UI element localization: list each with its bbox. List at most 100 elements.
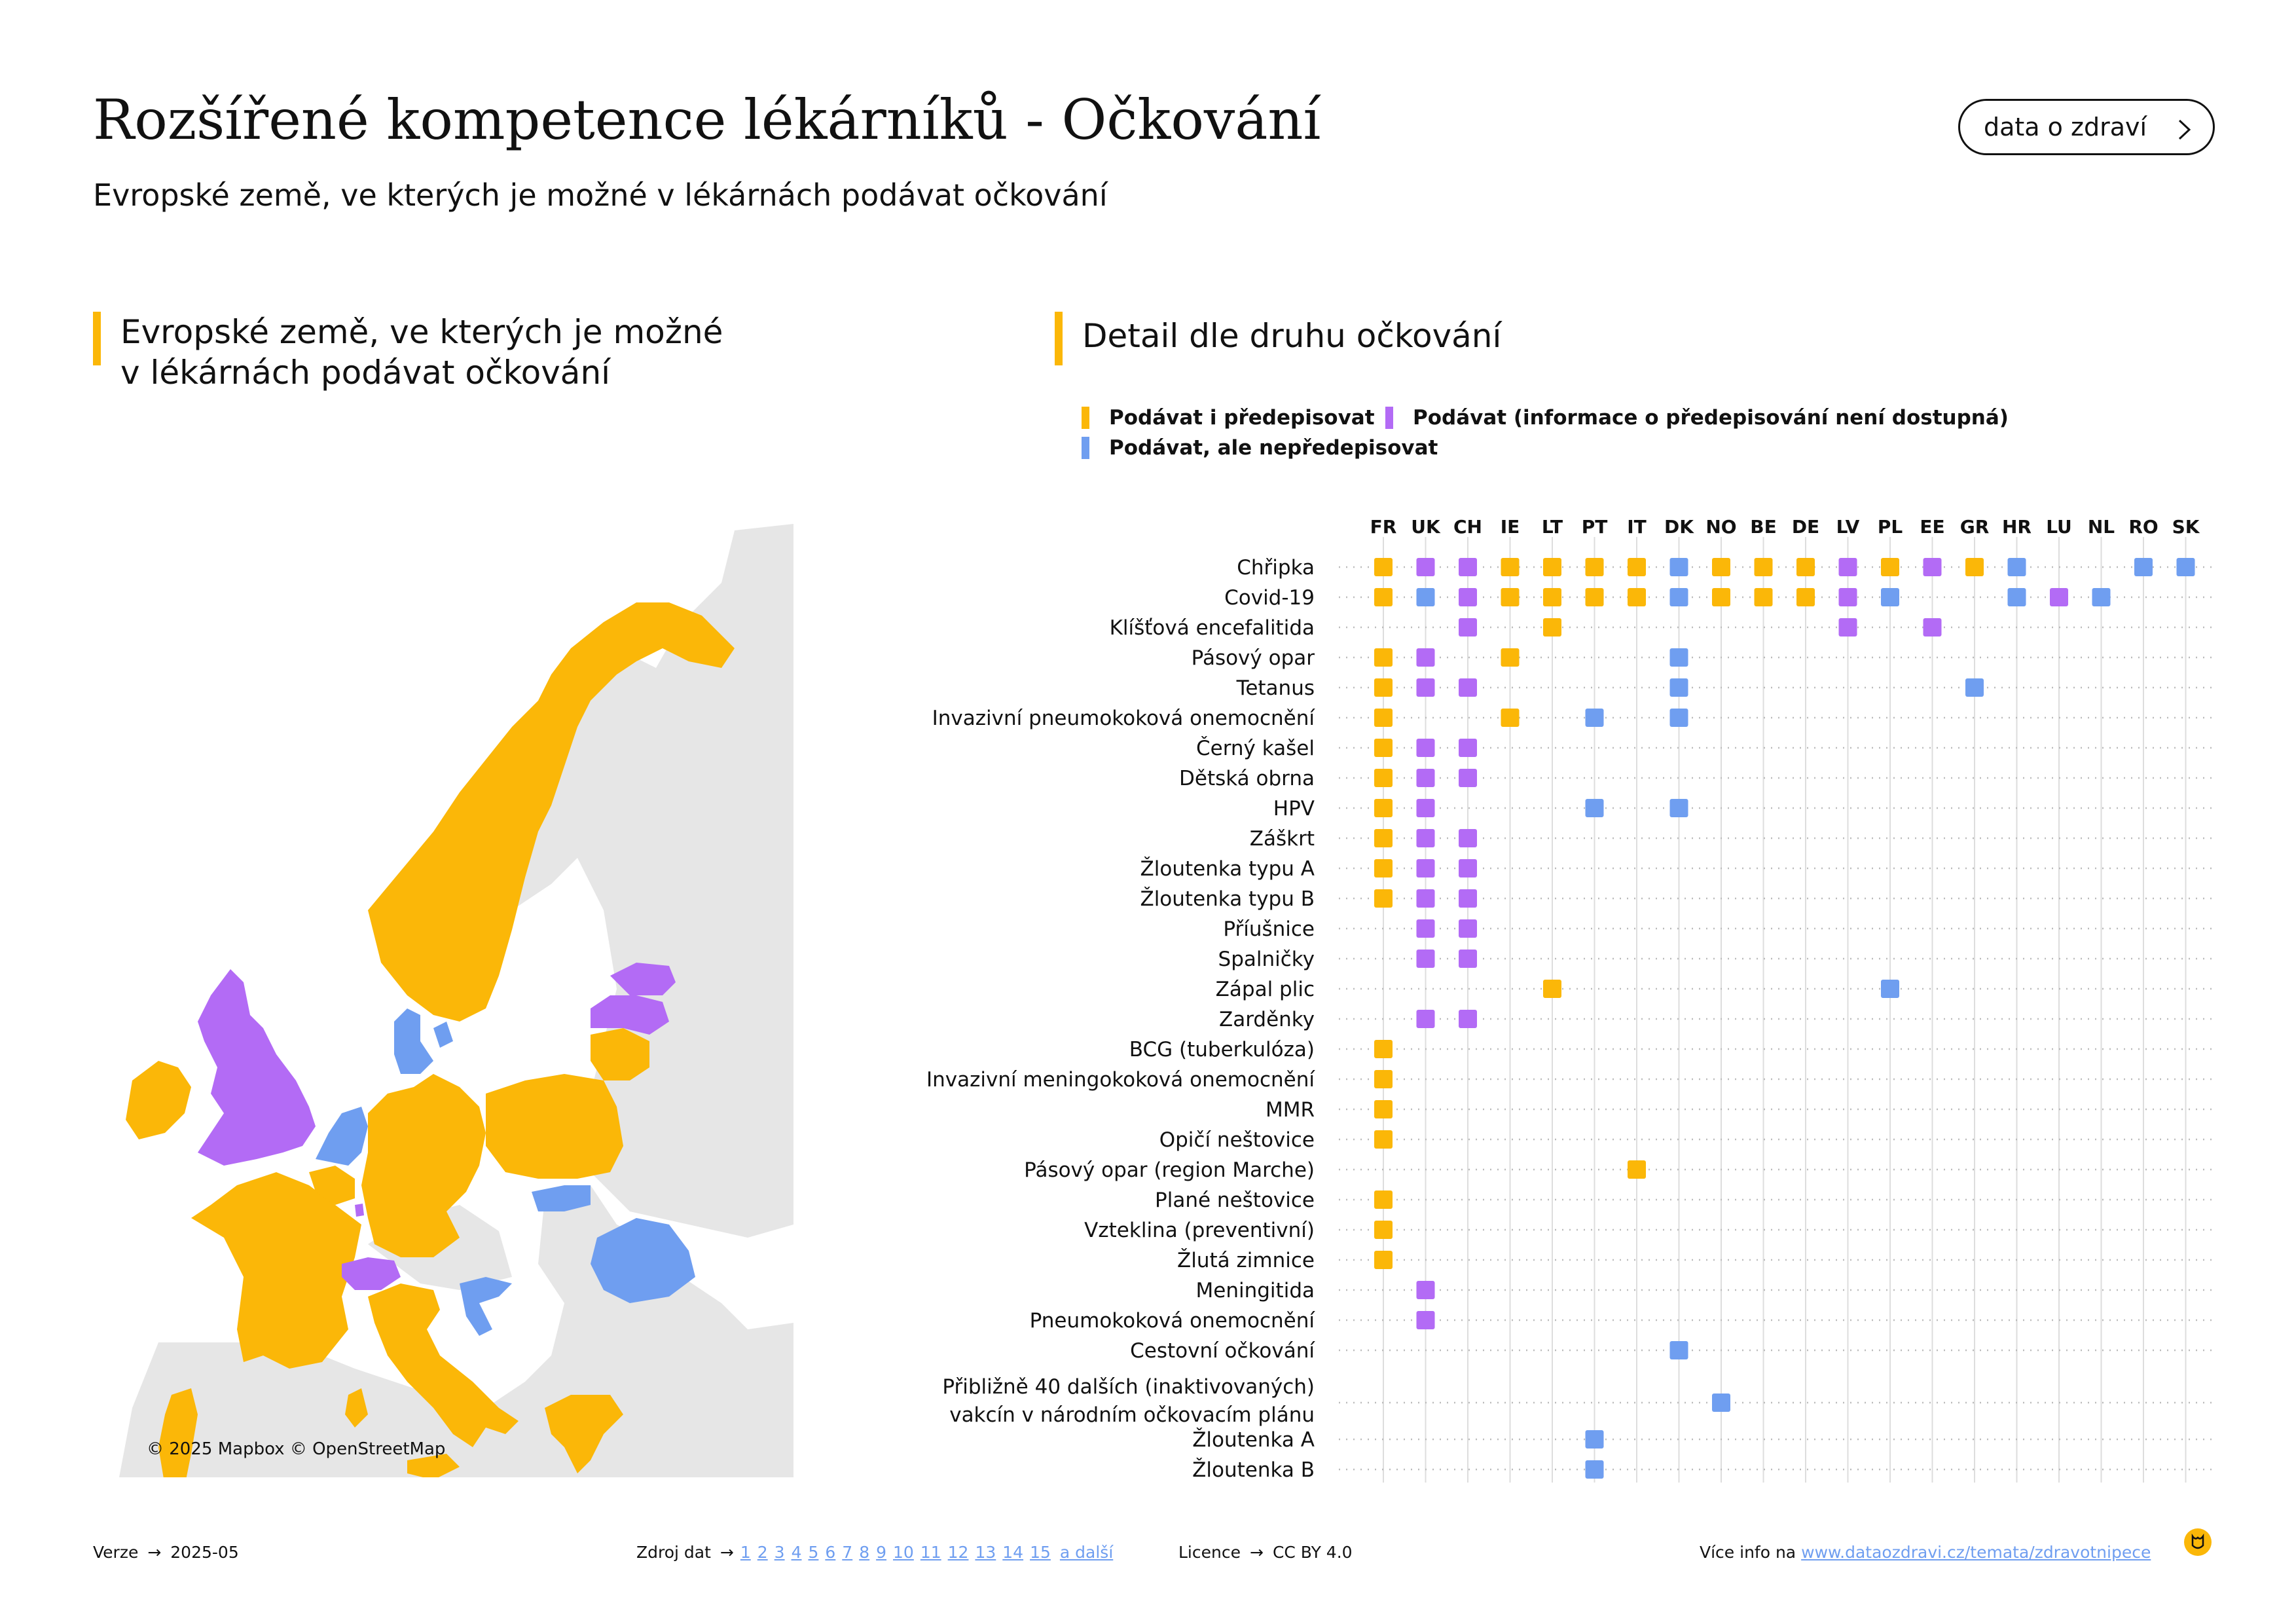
footer-more-info: Více info na www.dataozdravi.cz/temata/z… (1700, 1543, 2151, 1562)
chart-marker (1585, 709, 1604, 727)
footer-source-link[interactable]: 3 (774, 1543, 785, 1562)
footer-source-link[interactable]: 9 (876, 1543, 887, 1562)
data-o-zdravi-button[interactable]: data o zdraví (1958, 99, 2215, 155)
column-header: IE (1501, 516, 1520, 538)
chart-marker (1416, 919, 1435, 938)
chart-marker (1712, 1393, 1730, 1412)
footer-source-link[interactable]: 1 (740, 1543, 751, 1562)
row-label: Žloutenka typu B (1140, 887, 1315, 911)
footer-source-link[interactable]: 2 (757, 1543, 768, 1562)
footer-sources-more-link[interactable]: a další (1059, 1543, 1114, 1562)
map-country-fr (191, 1172, 361, 1369)
map-country-gr (545, 1395, 623, 1473)
map-country-pt (158, 1388, 198, 1477)
chart-marker (1543, 558, 1561, 576)
chart-marker (1416, 1311, 1435, 1329)
footer-source-link[interactable]: 4 (791, 1543, 802, 1562)
chart-marker (1585, 1430, 1604, 1449)
chart-marker (1416, 678, 1435, 697)
detail-section-accent-bar (1055, 312, 1063, 365)
column-header: IT (1627, 516, 1647, 538)
chart-marker (1669, 709, 1688, 727)
row-label: Pásový opar (region Marche) (1024, 1158, 1315, 1182)
chart-marker (1374, 889, 1393, 908)
chart-marker (1416, 950, 1435, 968)
chart-marker (2176, 558, 2195, 576)
chart-marker (1585, 588, 1604, 606)
row-label: Chřipka (1237, 556, 1315, 580)
chart-marker (1459, 1010, 1477, 1028)
footer-source-link[interactable]: 6 (825, 1543, 836, 1562)
chart-marker (1923, 618, 1942, 637)
footer-sources: Zdroj dat → 1 2 3 4 5 6 7 8 9 10 11 12 13 14 15 a dalš… (636, 1543, 1113, 1562)
footer-source-link[interactable]: 13 (975, 1543, 996, 1562)
footer-source-link[interactable]: 12 (947, 1543, 969, 1562)
detail-section-title: Detail dle druhu očkování (1082, 317, 1502, 355)
map-section-title-line1: Evropské země, ve kterých je možné (120, 313, 723, 351)
chart-marker (1374, 709, 1393, 727)
column-header: FR (1370, 516, 1397, 538)
footer-source-link[interactable]: 7 (842, 1543, 853, 1562)
column-header: HR (2002, 516, 2032, 538)
footer-source-link[interactable]: 15 (1030, 1543, 1051, 1562)
legend-label-no-prescribe: Podávat, ale nepředepisovat (1109, 436, 1438, 460)
chart-marker (1374, 1221, 1393, 1239)
chart-marker (1669, 678, 1688, 697)
chart-marker (1416, 1010, 1435, 1028)
chart-marker (1585, 558, 1604, 576)
chart-marker (2092, 588, 2111, 606)
footer-source-link[interactable]: 10 (893, 1543, 914, 1562)
chart-marker (1628, 558, 1646, 576)
column-header: LT (1542, 516, 1563, 538)
column-header: LV (1836, 516, 1860, 538)
footer-license: Licence → CC BY 4.0 (1178, 1543, 1353, 1562)
footer-more-link[interactable]: www.dataozdravi.cz/temata/zdravotnipece (1801, 1543, 2151, 1562)
map-country-ro (591, 1218, 695, 1303)
footer-source-link[interactable]: 8 (859, 1543, 870, 1562)
column-header: PL (1878, 516, 1903, 538)
europe-map[interactable] (93, 452, 793, 1477)
chart-marker (1416, 859, 1435, 877)
chart-marker (1501, 588, 1520, 606)
row-label: Invazivní meningokoková onemocnění (926, 1068, 1315, 1092)
row-label: Opičí neštovice (1159, 1128, 1315, 1152)
map-country-de (361, 1074, 486, 1257)
legend-item-no-info: Podávat (informace o předepisování není … (1385, 406, 2009, 430)
chart-marker (1965, 558, 1984, 576)
row-label: Černý kašel (1196, 736, 1315, 760)
footer-source-link[interactable]: 14 (1002, 1543, 1024, 1562)
chart-marker (1796, 558, 1815, 576)
footer-source-link[interactable]: 5 (808, 1543, 819, 1562)
chart-marker (1374, 588, 1393, 606)
chart-marker (2134, 558, 2153, 576)
map-country-hr (460, 1277, 512, 1336)
chart-marker (1459, 950, 1477, 968)
arrow-right-icon: → (147, 1543, 162, 1562)
footer-source-link[interactable]: 11 (920, 1543, 941, 1562)
chart-marker (1416, 739, 1435, 757)
column-header: BE (1750, 516, 1776, 538)
column-header: SK (2172, 516, 2200, 538)
chart-marker (1374, 1070, 1393, 1088)
chart-marker (1543, 588, 1561, 606)
chart-marker (1416, 588, 1435, 606)
column-header: NO (1705, 516, 1736, 538)
legend-label-no-info: Podávat (informace o předepisování není … (1413, 406, 2009, 430)
chart-marker (1501, 558, 1520, 576)
map-section-title: Evropské země, ve kterých je možné v lék… (120, 312, 841, 393)
row-label: Žloutenka B (1192, 1458, 1315, 1482)
arrow-right-icon: → (1249, 1543, 1264, 1562)
chart-marker (1374, 859, 1393, 877)
chart-marker (1374, 1100, 1393, 1118)
row-label: Pásový opar (1192, 646, 1315, 670)
chart-marker (1712, 588, 1730, 606)
chart-marker (1501, 709, 1520, 727)
chart-marker (1459, 618, 1477, 637)
chart-marker (1374, 739, 1393, 757)
column-header: DE (1792, 516, 1819, 538)
column-header: UK (1411, 516, 1441, 538)
column-header: NL (2088, 516, 2115, 538)
footer-source-links: 1 2 3 4 5 6 7 8 9 10 11 12 13 14 15 (734, 1543, 1051, 1562)
map-country-pl (486, 1074, 623, 1179)
chart-marker (1881, 558, 1899, 576)
